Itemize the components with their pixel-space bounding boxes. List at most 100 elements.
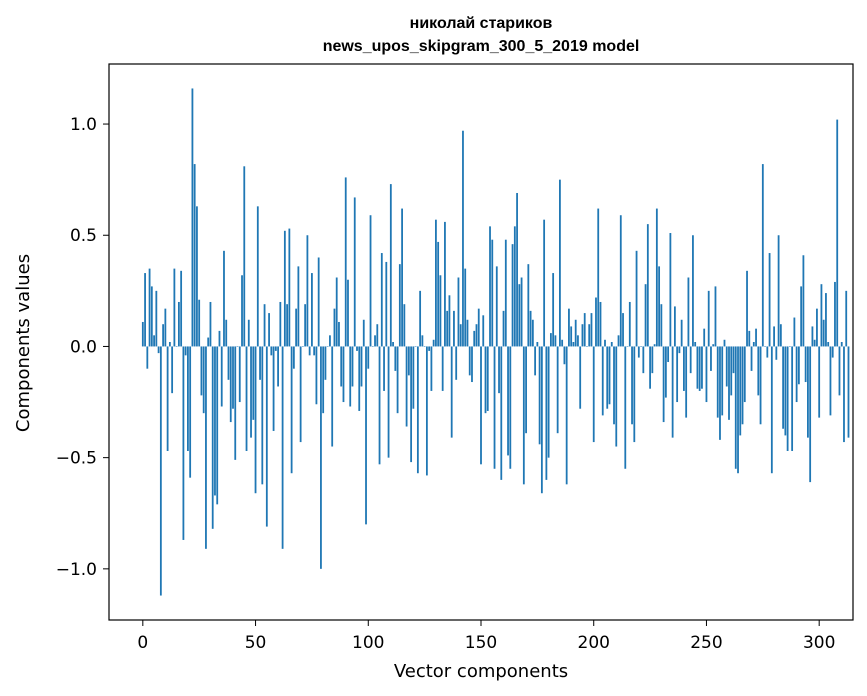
bar (701, 346, 703, 389)
bar (351, 346, 354, 387)
bar (453, 310, 455, 347)
bar (577, 335, 579, 347)
bar (660, 304, 663, 347)
bar-series (141, 88, 850, 596)
bar (804, 346, 807, 383)
bar (732, 346, 735, 374)
bar (559, 179, 561, 347)
bar (315, 346, 318, 405)
bar (527, 264, 530, 347)
bar (459, 324, 462, 347)
chart-title: николай стариков (410, 15, 553, 32)
bar (403, 304, 406, 347)
bar (256, 206, 259, 347)
bar (498, 346, 500, 394)
bar (317, 257, 320, 347)
bar (613, 346, 615, 425)
bar (175, 346, 178, 347)
bar (511, 244, 514, 347)
bar (295, 308, 298, 347)
bar (168, 342, 171, 347)
bar (180, 270, 183, 347)
bar (198, 299, 201, 347)
bar (622, 313, 624, 347)
bar (834, 281, 836, 347)
bar (507, 346, 509, 456)
bar (775, 346, 778, 360)
chart-subtitle: news_upos_skipgram_300_5_2019 model (323, 38, 640, 55)
bar (252, 346, 255, 420)
bar (534, 346, 537, 376)
bar (822, 319, 825, 347)
bar (473, 330, 476, 347)
bar (335, 277, 338, 347)
bar (202, 346, 205, 414)
bar (746, 270, 748, 347)
bar (439, 275, 442, 347)
bar (784, 346, 787, 436)
bar (326, 346, 329, 347)
bar (795, 346, 798, 403)
y-tick-label: 0.5 (70, 226, 97, 246)
bar (261, 346, 264, 485)
bar (374, 335, 376, 347)
bar (247, 319, 250, 347)
bar (196, 206, 198, 347)
bar (658, 266, 661, 347)
bar (807, 346, 809, 438)
bar (570, 326, 573, 347)
bar (241, 275, 243, 347)
bar (813, 339, 816, 347)
x-tick-label: 250 (690, 633, 722, 653)
y-axis-label: Components values (13, 254, 34, 432)
bar (635, 250, 638, 347)
bar (838, 346, 841, 396)
bar (529, 310, 532, 347)
bar (779, 324, 782, 347)
bar (782, 346, 785, 429)
bar (843, 346, 845, 443)
x-tick-label: 50 (245, 633, 267, 653)
bar (610, 342, 613, 347)
bar (356, 346, 358, 351)
bar (734, 346, 737, 469)
bar (601, 346, 604, 416)
bar (716, 346, 719, 418)
bar (331, 346, 334, 447)
bar (516, 192, 518, 347)
bar (383, 346, 385, 391)
bar (159, 346, 162, 596)
bar (786, 346, 789, 451)
bar (214, 346, 216, 496)
bar (320, 346, 322, 569)
bar (730, 346, 733, 396)
bar (153, 335, 155, 347)
bar (466, 319, 469, 347)
bar (333, 308, 336, 347)
bar (504, 239, 507, 347)
bar (793, 317, 796, 347)
bar (655, 208, 658, 347)
bar (281, 346, 284, 549)
bar (200, 346, 203, 396)
bar (173, 268, 176, 347)
bar (306, 235, 309, 347)
bar (809, 346, 812, 483)
bar (462, 130, 464, 347)
bar (362, 319, 365, 347)
bar (723, 339, 726, 347)
bar (543, 219, 546, 347)
bar (250, 346, 252, 438)
bar (764, 346, 766, 347)
y-tick-label: 1.0 (70, 115, 97, 135)
bar (540, 346, 543, 494)
bar (236, 346, 239, 347)
bar (394, 346, 397, 371)
x-axis: 0 50 100 150 200 250 300 (137, 620, 835, 653)
bar (387, 346, 390, 458)
bar (428, 346, 431, 351)
bar (800, 286, 803, 347)
bar (191, 88, 194, 347)
bar (177, 301, 180, 347)
bar (586, 346, 588, 347)
